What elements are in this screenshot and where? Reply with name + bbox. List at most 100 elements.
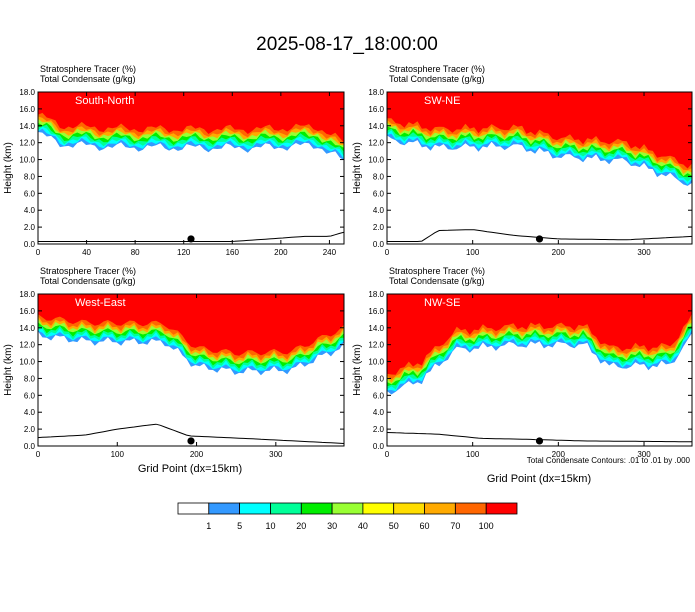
panel-header-condensate: Total Condensate (g/kg) [40,74,136,84]
y-tick-label: 6.0 [373,189,385,198]
x-tick-label: 0 [36,450,41,459]
y-tick-label: 8.0 [373,172,385,181]
x-tick-label: 240 [323,248,337,257]
x-tick-label: 40 [82,248,91,257]
panel-nw-se: Stratosphere Tracer (%)Total Condensate … [352,266,693,459]
y-axis-label: Height (km) [352,142,363,194]
panel-sw-ne: Stratosphere Tracer (%)Total Condensate … [352,64,693,257]
tracer-band-1 [387,294,692,375]
y-tick-label: 8.0 [24,172,36,181]
x-tick-label: 100 [466,450,480,459]
panel-header-condensate: Total Condensate (g/kg) [40,276,136,286]
footnote: Total Condensate Contours: .01 to .01 by… [527,456,691,465]
x-tick-label: 200 [552,248,566,257]
colorbar-swatch [208,502,241,515]
y-tick-label: 8.0 [24,374,36,383]
colorbar-level-label: 70 [450,521,460,531]
x-axis-label-nw-se: Grid Point (dx=15km) [487,473,591,485]
colorbar-level-label: 1 [206,521,211,531]
panel-header-tracer: Stratosphere Tracer (%) [40,266,136,276]
y-tick-label: 12.0 [19,341,35,350]
site-marker [535,437,544,445]
colorbar-swatch [485,502,518,515]
panel-label: West-East [75,297,126,309]
site-marker [187,235,195,243]
panel-group: Stratosphere Tracer (%)Total Condensate … [3,64,693,459]
y-tick-label: 10.0 [368,156,384,165]
y-tick-label: 6.0 [373,391,385,400]
panel-label: SW-NE [424,95,460,107]
x-axis-label-west-east: Grid Point (dx=15km) [138,463,242,475]
y-tick-label: 16.0 [19,105,35,114]
y-tick-label: 4.0 [24,206,36,215]
panel-frame [37,293,345,447]
x-tick-label: 300 [637,248,651,257]
tracer-band-1 [38,92,344,143]
panel-south-north: Stratosphere Tracer (%)Total Condensate … [3,64,345,257]
x-tick-label: 200 [552,450,566,459]
panel-label: NW-SE [424,297,460,309]
colorbar-level-label: 50 [389,521,399,531]
x-tick-label: 0 [36,248,41,257]
panel-header-tracer: Stratosphere Tracer (%) [389,64,485,74]
y-tick-label: 14.0 [19,122,35,131]
site-marker [535,235,544,243]
y-tick-label: 6.0 [24,189,36,198]
y-tick-label: 12.0 [19,139,35,148]
y-tick-label: 14.0 [368,324,384,333]
colorbar-swatch [331,502,364,515]
colorbar-swatch [393,502,425,515]
y-tick-label: 0.0 [24,442,36,451]
y-tick-label: 10.0 [368,358,384,367]
x-tick-label: 300 [269,450,283,459]
x-tick-label: 100 [466,248,480,257]
colorbar-swatch [362,502,395,515]
y-tick-label: 2.0 [24,425,36,434]
x-tick-label: 80 [131,248,140,257]
y-tick-label: 14.0 [19,324,35,333]
panel-header-tracer: Stratosphere Tracer (%) [40,64,136,74]
x-tick-label: 120 [177,248,191,257]
y-tick-label: 4.0 [24,408,36,417]
colorbar-level-label: 30 [327,521,337,531]
colorbar-swatch [424,502,456,515]
tracer-band-1 [38,294,344,356]
colorbar-swatch [454,502,487,515]
tracer-fill-group [387,92,692,242]
y-tick-label: 18.0 [368,88,384,97]
colorbar-swatch [177,502,210,515]
y-tick-label: 0.0 [373,240,385,249]
y-axis-label: Height (km) [3,344,14,396]
x-tick-label: 100 [111,450,125,459]
panel-frame [37,91,345,245]
panel-header-condensate: Total Condensate (g/kg) [389,74,485,84]
tracer-fill-group [387,294,692,443]
figure-title: 2025-08-17_18:00:00 [256,34,438,55]
colorbar-level-label: 40 [358,521,368,531]
y-tick-label: 2.0 [24,223,36,232]
y-tick-label: 4.0 [373,206,385,215]
y-tick-label: 4.0 [373,408,385,417]
y-tick-label: 10.0 [19,358,35,367]
x-tick-label: 0 [385,450,390,459]
x-tick-label: 160 [226,248,240,257]
panel-header-tracer: Stratosphere Tracer (%) [389,266,485,276]
colorbar-swatch [270,502,302,515]
panel-west-east: Stratosphere Tracer (%)Total Condensate … [3,266,345,459]
colorbar-level-label: 10 [265,521,275,531]
y-tick-label: 14.0 [368,122,384,131]
colorbar-level-label: 20 [296,521,306,531]
colorbar-level-label: 100 [479,521,494,531]
panel-frame [386,91,693,245]
site-marker [187,437,195,445]
x-tick-label: 0 [385,248,390,257]
y-tick-label: 2.0 [373,425,385,434]
x-tick-label: 200 [274,248,288,257]
tracer-band-1 [387,92,692,169]
x-tick-label: 300 [637,450,651,459]
panel-header-condensate: Total Condensate (g/kg) [389,276,485,286]
colorbar: 1 5 10 20 30 40 50 60 70 100 [177,502,518,531]
panel-frame [386,293,693,447]
panel-label: South-North [75,95,134,107]
